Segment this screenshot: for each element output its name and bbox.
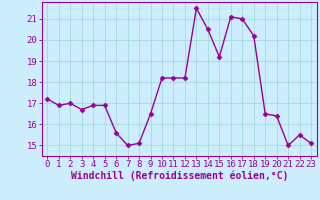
X-axis label: Windchill (Refroidissement éolien,°C): Windchill (Refroidissement éolien,°C) bbox=[70, 171, 288, 181]
